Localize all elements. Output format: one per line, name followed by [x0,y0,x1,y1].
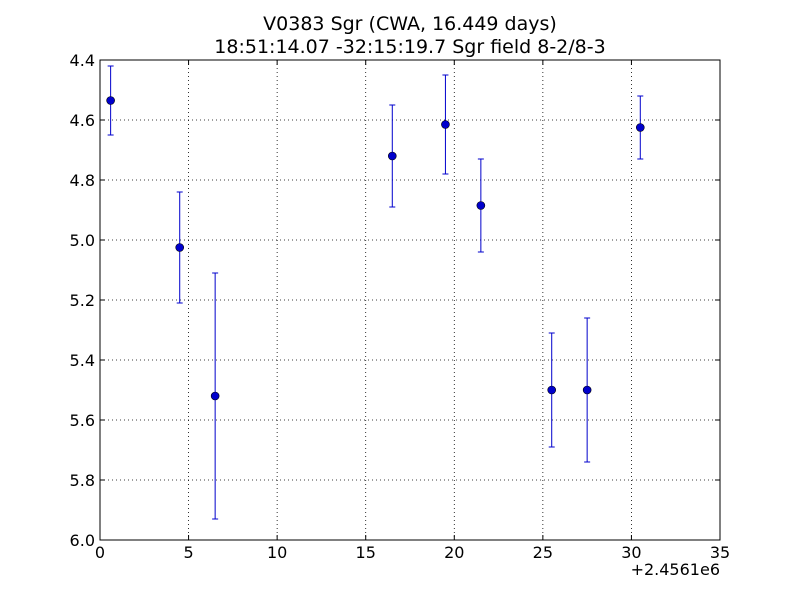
data-point [106,96,115,105]
data-point [210,391,220,401]
y-tick-label: 4.8 [70,171,95,190]
x-tick-label: 10 [267,543,287,562]
data-point [582,385,592,395]
chart-subtitle: 18:51:14.07 -32:15:19.7 Sgr field 8-2/8-… [214,36,605,58]
y-tick-label: 5.8 [70,471,95,490]
y-tick-label: 5.2 [70,291,95,310]
data-point [547,385,557,395]
y-tick-label: 6.0 [70,531,95,550]
data-point [387,151,397,161]
grid-lines [100,60,720,540]
data-point [635,123,645,132]
y-tick-label: 4.6 [70,111,95,130]
x-tick-label: 5 [183,543,193,562]
y-tick-label: 4.4 [70,51,95,70]
data-point [441,120,450,129]
x-offset-label: +2.4561e6 [631,560,720,579]
y-tick-label: 5.0 [70,231,95,250]
x-tick-label: 25 [533,543,553,562]
x-tick-label: 15 [356,543,376,562]
y-tick-label: 5.4 [70,351,95,370]
x-tick-label: 20 [444,543,464,562]
x-tick-label: 35 [710,543,730,562]
data-point [476,201,486,210]
data-point [175,243,185,252]
y-tick-label: 5.6 [70,411,95,430]
chart-title: V0383 Sgr (CWA, 16.449 days) [263,13,557,35]
error-bars [107,65,644,520]
data-points [106,96,645,401]
plot-frame [99,59,721,541]
x-tick-label: 0 [95,543,105,562]
x-tick-label: 30 [621,543,641,562]
tick-labels: 0 5 10 15 20 25 30 35 4.4 4.6 4.8 5.0 5.2 5.4 5.6 5.8 6.… [70,51,731,562]
